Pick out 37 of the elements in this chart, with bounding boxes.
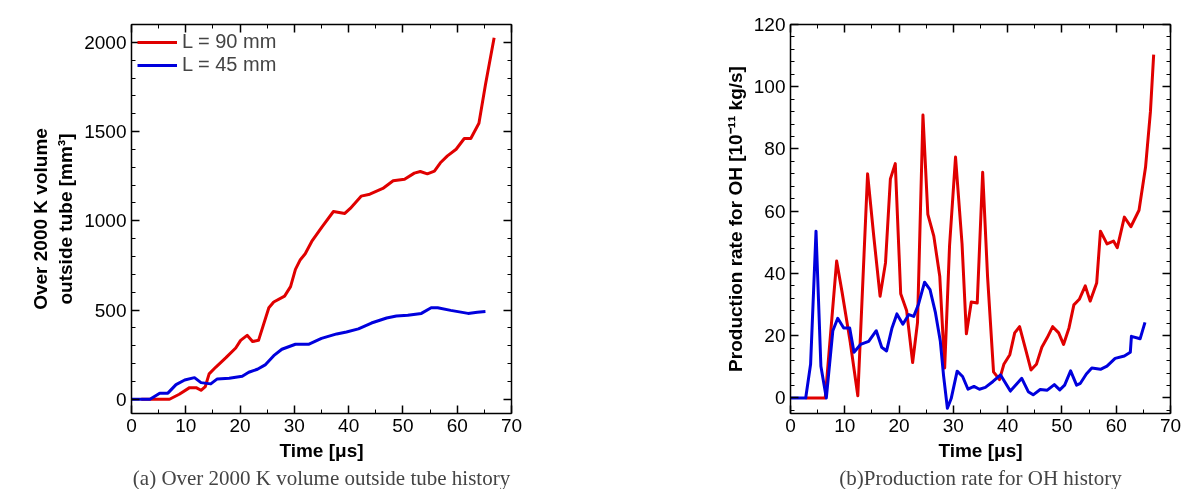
y-tick-label: 1000: [84, 210, 127, 232]
y-tick-label: 100: [753, 76, 786, 98]
x-axis-title: Time [μs]: [938, 439, 1023, 461]
line-series: [131, 306, 487, 401]
y-axis-title: Production rate for OH [10⁻¹¹ kg/s]: [724, 66, 746, 372]
x-tick-label: 10: [834, 414, 856, 436]
x-axis-title: Time [μs]: [279, 439, 364, 461]
x-tick-label: 60: [446, 414, 468, 436]
y-tick-label: 2000: [84, 31, 127, 53]
text: L = 90 mm: [182, 30, 277, 53]
y-tick-label: 120: [753, 14, 786, 35]
x-tick-label: 40: [997, 414, 1019, 436]
x-tick-label: 60: [1105, 414, 1127, 436]
x-tick-label: 30: [942, 414, 964, 436]
x-tick-label: 30: [283, 414, 305, 436]
x-tick-label: 10: [175, 414, 197, 436]
y-tick-label: 40: [764, 262, 786, 284]
y-tick-label: 60: [764, 200, 786, 222]
y-axis-title: Over 2000 K volume outside tube [mm³]: [30, 128, 77, 310]
y-tick-label: 20: [764, 325, 786, 347]
text: (b)Production rate for OH history: [839, 465, 1123, 489]
x-tick-label: 70: [500, 414, 523, 436]
text: (a) Over 2000 K volume outside tube history: [132, 465, 511, 489]
x-tick-label: 20: [888, 414, 910, 436]
line-series: [790, 229, 1147, 410]
y-tick-label: 0: [774, 387, 786, 409]
legend-label: L = 45 mm: [182, 53, 277, 76]
line-series: [804, 53, 1156, 400]
x-tick-label: 40: [338, 414, 360, 436]
y-tick-label: 1500: [84, 121, 127, 143]
y-tick-label: 0: [115, 388, 127, 410]
y-tick-label: 80: [764, 138, 786, 160]
x-tick-label: 20: [229, 414, 251, 436]
x-tick-label: 50: [392, 414, 414, 436]
x-tick-label: 50: [1051, 414, 1073, 436]
x-tick-label: 70: [1159, 414, 1182, 436]
y-tick-label: 500: [94, 299, 127, 321]
